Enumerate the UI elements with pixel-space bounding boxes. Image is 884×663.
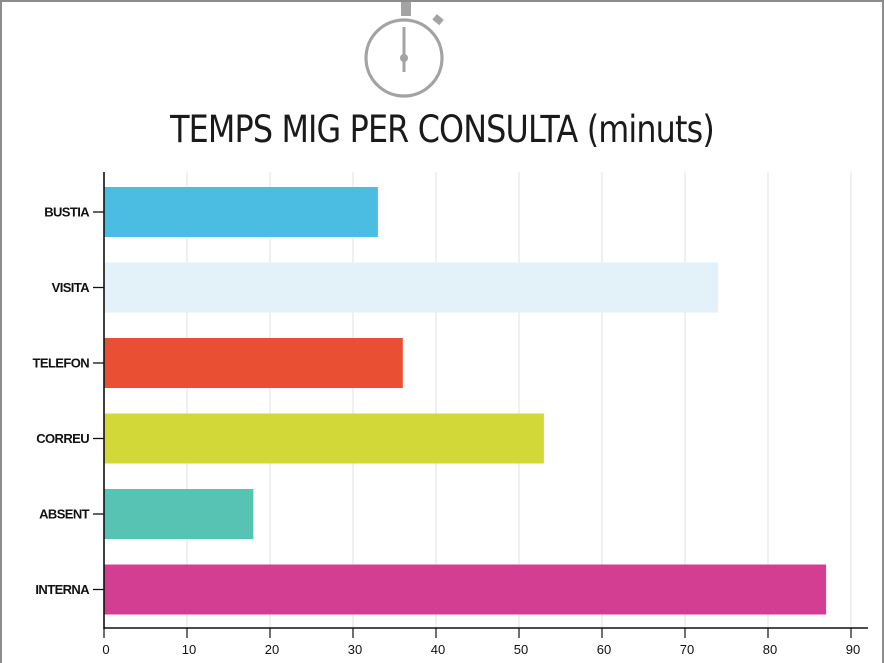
x-tick-label: 10 — [182, 642, 196, 657]
bar-correu — [104, 413, 544, 464]
x-tick-label: 60 — [597, 642, 611, 657]
bar-telefon — [104, 338, 403, 388]
x-tick-label: 40 — [431, 642, 445, 657]
chart-title: TEMPS MIG PER CONSULTA (minuts) — [170, 108, 715, 151]
bar-absent — [104, 489, 254, 539]
category-label: ABSENT — [39, 507, 90, 522]
bar-visita — [104, 262, 719, 313]
stopwatch-icon — [364, 2, 444, 98]
category-label: INTERNA — [35, 582, 90, 597]
x-tick-label: 90 — [846, 642, 860, 657]
x-tick-label: 70 — [680, 642, 694, 657]
category-label: CORREU — [36, 431, 89, 446]
bar-interna — [104, 564, 827, 615]
x-tick-label: 20 — [265, 642, 279, 657]
x-tick-label: 80 — [763, 642, 777, 657]
bar-bustia — [104, 187, 378, 237]
category-label: VISITA — [52, 280, 91, 295]
category-label: BUSTIA — [44, 205, 90, 220]
category-label: TELEFON — [33, 356, 90, 371]
x-tick-label: 0 — [102, 642, 109, 657]
x-tick-label: 30 — [348, 642, 362, 657]
x-tick-label: 50 — [514, 642, 528, 657]
